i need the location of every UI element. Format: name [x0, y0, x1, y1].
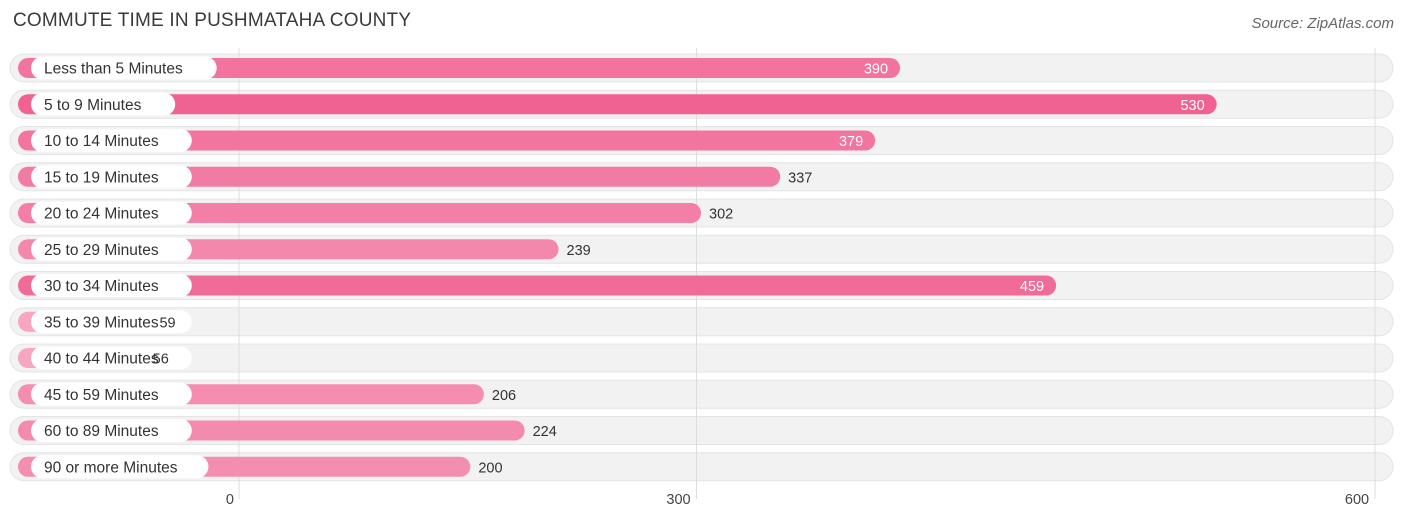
- chart-title: COMMUTE TIME IN PUSHMATAHA COUNTY: [13, 10, 412, 31]
- category-label: 15 to 19 Minutes: [44, 169, 159, 186]
- value-label: 337: [788, 170, 812, 186]
- bar: [18, 58, 901, 78]
- category-label-bg: [31, 201, 192, 225]
- category-label-bg: [31, 56, 217, 80]
- x-tick-label: 300: [666, 492, 690, 508]
- value-label: 379: [839, 134, 863, 150]
- value-label: 302: [709, 207, 733, 223]
- category-label: 10 to 14 Minutes: [44, 133, 159, 150]
- x-tick-label: 0: [226, 492, 234, 508]
- bar-track: [9, 307, 1394, 337]
- category-label-bg: [31, 92, 176, 116]
- value-label: 390: [864, 62, 888, 78]
- value-label: 530: [1180, 98, 1204, 114]
- category-label: 25 to 29 Minutes: [44, 242, 159, 259]
- category-label-bg: [31, 310, 192, 334]
- bar: [18, 275, 1057, 296]
- category-label-bg: [31, 129, 192, 152]
- category-label: 45 to 59 Minutes: [44, 387, 159, 404]
- category-label-bg: [31, 455, 209, 479]
- category-label: 20 to 24 Minutes: [44, 206, 159, 223]
- bar: [18, 94, 1217, 115]
- category-label: 60 to 89 Minutes: [44, 423, 159, 440]
- category-label: Less than 5 Minutes: [44, 61, 183, 78]
- bar: [18, 166, 781, 187]
- category-label-bg: [31, 237, 192, 261]
- category-label-bg: [31, 419, 192, 442]
- category-label-bg: [31, 382, 192, 406]
- value-label: 56: [153, 352, 169, 368]
- value-label: 59: [159, 315, 175, 331]
- value-label: 459: [1020, 279, 1044, 295]
- category-label-bg: [31, 165, 192, 189]
- bar-track: [9, 343, 1394, 373]
- bar: [18, 130, 876, 151]
- category-label-bg: [31, 346, 192, 370]
- value-label: 206: [492, 388, 516, 404]
- category-label: 40 to 44 Minutes: [44, 351, 159, 368]
- category-label: 35 to 39 Minutes: [44, 314, 159, 331]
- category-label: 90 or more Minutes: [44, 459, 178, 476]
- value-label: 200: [478, 460, 502, 476]
- value-label: 239: [567, 243, 591, 259]
- x-tick-label: 600: [1345, 492, 1369, 508]
- value-label: 224: [533, 424, 557, 440]
- category-label-bg: [31, 274, 192, 297]
- category-label: 5 to 9 Minutes: [44, 97, 142, 114]
- source-credit: Source: ZipAtlas.com: [1251, 15, 1394, 32]
- category-label: 30 to 34 Minutes: [44, 278, 159, 295]
